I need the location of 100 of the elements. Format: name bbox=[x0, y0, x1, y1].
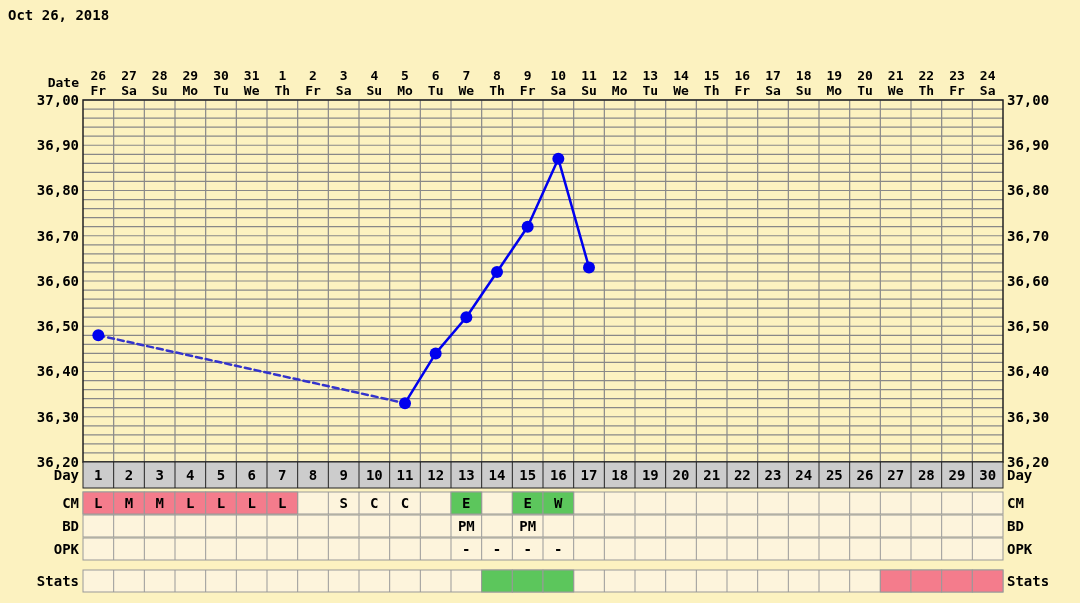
x2-tick-label: 30 Tu bbox=[213, 68, 229, 98]
x-tick-label: 15 bbox=[519, 467, 537, 483]
x-tick-label: 14 bbox=[488, 467, 506, 483]
text: E bbox=[523, 495, 532, 511]
text: M bbox=[124, 495, 134, 511]
x-axis-title: Day bbox=[53, 467, 80, 483]
x2-tick-label: 4 Su bbox=[366, 68, 383, 98]
y2-tick-label: 36,40 bbox=[1007, 363, 1050, 380]
category-label: BD bbox=[62, 518, 79, 534]
x2-tick-label: 21 We bbox=[887, 68, 904, 98]
point bbox=[429, 347, 442, 360]
chart-title: Oct 26, 2018 bbox=[8, 7, 110, 23]
x-tick-label: 27 bbox=[887, 467, 905, 483]
x-tick-label: 29 bbox=[948, 467, 966, 483]
y2-tick-label: 36,50 bbox=[1007, 318, 1050, 335]
y2-tick-label: 36,70 bbox=[1007, 227, 1050, 244]
y-tick-label: 36,40 bbox=[36, 363, 79, 380]
category-label: OPK bbox=[1007, 541, 1033, 557]
x2-tick-label: 2 Fr bbox=[305, 68, 321, 98]
x2-tick-label: 28 Su bbox=[151, 68, 168, 98]
x-tick-label: 9 bbox=[339, 467, 348, 483]
x2-tick-label: 20 Tu bbox=[857, 68, 873, 98]
y-tick-label: 36,20 bbox=[36, 453, 79, 470]
x-tick-label: 4 bbox=[186, 467, 195, 483]
x2-tick-label: 26 Fr bbox=[90, 68, 107, 98]
x2-tick-label: 5 Mo bbox=[397, 68, 413, 98]
x2-tick-label: 15 Th bbox=[703, 68, 720, 98]
y-tick-label: 36,70 bbox=[36, 227, 79, 244]
text: - bbox=[554, 541, 563, 557]
x2-tick-label: 9 Fr bbox=[519, 68, 536, 98]
text: W bbox=[554, 495, 563, 511]
x-tick-label: 21 bbox=[703, 467, 721, 483]
x-tick-label: 6 bbox=[247, 467, 256, 483]
point bbox=[491, 265, 503, 278]
text: C bbox=[400, 495, 410, 511]
x2-tick-label: 6 Tu bbox=[427, 68, 444, 98]
point bbox=[552, 152, 565, 165]
text: Day bbox=[1007, 467, 1033, 483]
x-tick-label: 25 bbox=[825, 467, 843, 483]
y2-tick-label: 36,60 bbox=[1007, 272, 1050, 289]
x2-tick-label: 31 We bbox=[243, 68, 260, 98]
x-tick-label: 5 bbox=[216, 467, 226, 483]
text: L bbox=[186, 495, 195, 511]
x-tick-label: 30 bbox=[979, 467, 997, 483]
x-tick-label: 18 bbox=[611, 467, 629, 483]
category-label: CM bbox=[1007, 495, 1024, 511]
x2-axis-title: Date bbox=[47, 75, 80, 90]
y-tick-label: 37,00 bbox=[36, 91, 79, 108]
x-tick-label: 28 bbox=[917, 467, 935, 483]
text: M bbox=[155, 495, 164, 511]
x2-tick-label: 3 Sa bbox=[335, 68, 352, 98]
x2-tick-label: 8 Th bbox=[489, 68, 505, 98]
x2-tick-label: 7 We bbox=[458, 68, 475, 98]
text: E bbox=[462, 495, 471, 511]
x-tick-label: 26 bbox=[856, 467, 874, 483]
y2-tick-label: 36,20 bbox=[1007, 453, 1050, 470]
category-label: Stats bbox=[36, 573, 79, 589]
text: L bbox=[94, 495, 103, 511]
x-tick-label: 1 bbox=[94, 467, 103, 483]
point bbox=[92, 329, 105, 342]
category-label: OPK bbox=[53, 541, 79, 557]
x2-tick-label: 12 Mo bbox=[611, 68, 628, 98]
y-tick-label: 36,80 bbox=[36, 182, 79, 199]
x2-tick-label: 17 Sa bbox=[765, 68, 781, 98]
category-label: CM bbox=[62, 495, 79, 511]
x2-tick-label: 29 Mo bbox=[182, 68, 199, 98]
x-tick-label: 22 bbox=[733, 467, 751, 483]
point bbox=[399, 397, 411, 410]
x-tick-label: 13 bbox=[457, 467, 475, 483]
x-tick-label: 3 bbox=[155, 467, 164, 483]
text: L bbox=[247, 495, 256, 511]
y-tick-label: 36,50 bbox=[36, 318, 79, 335]
x-tick-label: 20 bbox=[672, 467, 690, 483]
x2-tick-label: 27 Sa bbox=[121, 68, 137, 98]
x2-tick-label: 19 Mo bbox=[826, 68, 843, 98]
text: C bbox=[370, 495, 379, 511]
point bbox=[521, 220, 534, 233]
x-tick-label: 16 bbox=[549, 467, 567, 483]
category-label: BD bbox=[1007, 518, 1024, 534]
x-tick-label: 19 bbox=[641, 467, 659, 483]
x-tick-label: 11 bbox=[396, 467, 414, 483]
point bbox=[583, 261, 595, 274]
text: - bbox=[462, 541, 471, 557]
text: PM bbox=[519, 518, 537, 534]
y-tick-label: 36,90 bbox=[36, 137, 79, 154]
x2-tick-label: 16 Fr bbox=[734, 68, 751, 98]
x-tick-label: 12 bbox=[427, 467, 445, 483]
x-tick-label: 17 bbox=[580, 467, 598, 483]
x2-tick-label: 13 Tu bbox=[642, 68, 659, 98]
text: - bbox=[492, 541, 502, 557]
text: PM bbox=[457, 518, 475, 534]
text: - bbox=[523, 541, 532, 557]
y-tick-label: 36,30 bbox=[36, 408, 79, 425]
x2-tick-label: 23 Fr bbox=[949, 68, 965, 98]
x2-tick-label: 24 Sa bbox=[979, 68, 996, 98]
y2-tick-label: 36,30 bbox=[1007, 408, 1050, 425]
x2-tick-label: 10 Sa bbox=[550, 68, 567, 98]
x-tick-label: 24 bbox=[795, 467, 813, 483]
x-tick-label: 23 bbox=[764, 467, 782, 483]
x2-tick-label: 18 Su bbox=[795, 68, 812, 98]
